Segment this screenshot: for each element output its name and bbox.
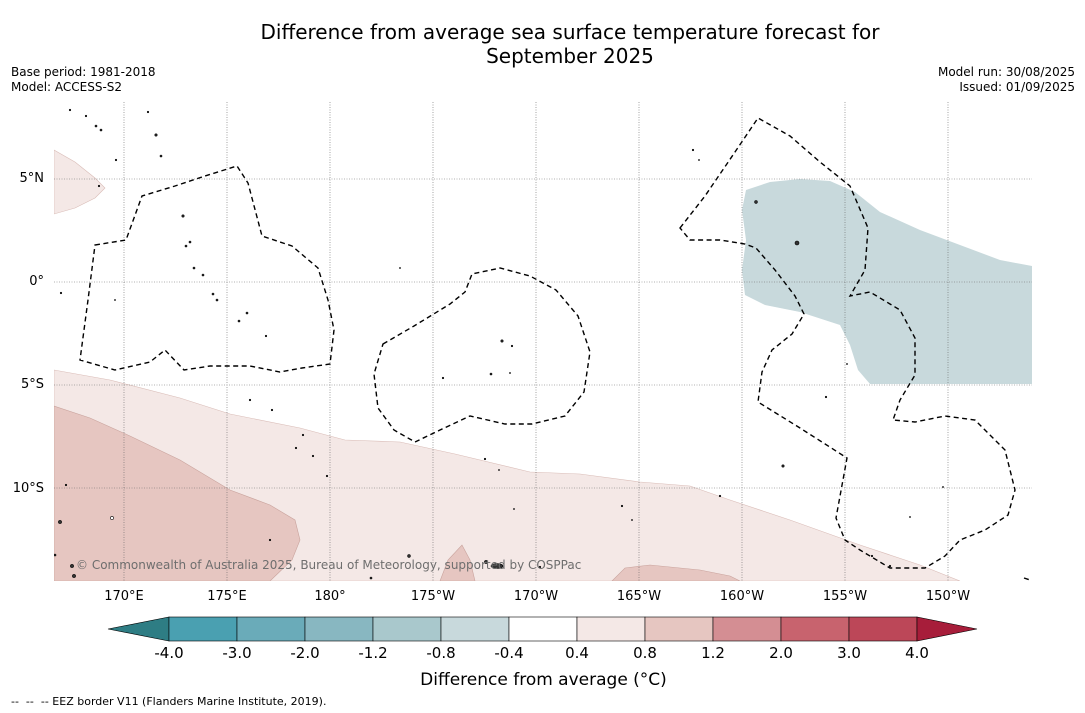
model-name: Model: ACCESS-S2: [11, 80, 123, 94]
lon-label-160w: 160°W: [719, 589, 765, 604]
anomaly-region-warm: [54, 405, 301, 581]
meta-left: Base period: 1981-2018 Model: ACCESS-S2: [11, 65, 156, 95]
lat-label-5n: 5°N: [19, 171, 45, 186]
meta-right: Model run: 30/08/2025 Issued: 01/09/2025: [938, 65, 1075, 95]
title-line-1: Difference from average sea surface temp…: [260, 20, 880, 44]
anomaly-region-warm-3: [611, 564, 741, 581]
copyright-notice: © Commonwealth of Australia 2025, Bureau…: [76, 558, 582, 572]
colorbar-segment: [644, 616, 714, 642]
lon-label-180: 180°: [314, 589, 346, 604]
colorbar-segment: [508, 616, 578, 642]
colorbar-tick-label: 0.8: [633, 644, 657, 662]
colorbar-tick-label: -0.4: [494, 644, 524, 662]
lon-label-150w: 150°W: [925, 589, 971, 604]
base-period: Base period: 1981-2018: [11, 65, 156, 79]
colorbar-tick-label: 0.4: [565, 644, 589, 662]
colorbar-segment: [848, 616, 918, 642]
colorbar: [107, 616, 978, 642]
islands: [54, 108, 944, 580]
colorbar-tick-label: -1.2: [358, 644, 388, 662]
colorbar-tick-label: 4.0: [905, 644, 929, 662]
colorbar-segment: [168, 616, 238, 642]
colorbar-tick-label: 3.0: [837, 644, 861, 662]
colorbar-segment: [440, 616, 510, 642]
model-run: Model run: 30/08/2025: [937, 65, 1075, 79]
colorbar-extend-high: [916, 616, 978, 642]
anomaly-region-cool: [742, 179, 1032, 384]
eez-legend-note: -- -- -- EEZ border V11 (Flanders Marine…: [11, 695, 327, 708]
lat-label-10s: 10°S: [12, 481, 44, 496]
colorbar-tick-label: -0.8: [426, 644, 456, 662]
colorbar-tick-label: 2.0: [769, 644, 793, 662]
anomaly-region-warm-2: [439, 544, 476, 581]
colorbar-tick-label: -4.0: [154, 644, 184, 662]
colorbar-extend-low: [107, 616, 170, 642]
eez-border-kiribati-gilbert: [79, 165, 335, 373]
graticule: [54, 102, 1032, 581]
colorbar-segment: [576, 616, 646, 642]
lon-label-175w: 175°W: [410, 589, 456, 604]
map-title: Difference from average sea surface temp…: [0, 20, 1085, 68]
colorbar-tick-label: -2.0: [290, 644, 320, 662]
title-line-2: September 2025: [486, 44, 654, 68]
lon-label-175e: 175°E: [207, 589, 247, 604]
lat-label-0: 0°: [29, 274, 44, 289]
lon-label-170e: 170°E: [104, 589, 144, 604]
colorbar-segment: [712, 616, 782, 642]
colorbar-tick-label: -3.0: [222, 644, 252, 662]
lon-label-165w: 165°W: [616, 589, 662, 604]
colorbar-tick-label: 1.2: [701, 644, 725, 662]
colorbar-segment: [236, 616, 306, 642]
lon-label-170w: 170°W: [513, 589, 559, 604]
eez-border-kiribati-phoenix: [373, 267, 591, 443]
colorbar-segment: [304, 616, 374, 642]
lat-label-5s: 5°S: [20, 377, 44, 392]
anomaly-region-light-warm-north: [54, 149, 106, 215]
issued-date: Issued: 01/09/2025: [959, 80, 1075, 94]
eez-border-fragment: [1023, 577, 1031, 581]
lon-label-155w: 155°W: [822, 589, 868, 604]
eez-border-kiribati-line: [679, 117, 1016, 569]
colorbar-segment: [780, 616, 850, 642]
map-area: [54, 102, 1032, 581]
colorbar-label: Difference from average (°C): [420, 670, 667, 690]
colorbar-segment: [372, 616, 442, 642]
eez-borders: [79, 117, 1031, 581]
